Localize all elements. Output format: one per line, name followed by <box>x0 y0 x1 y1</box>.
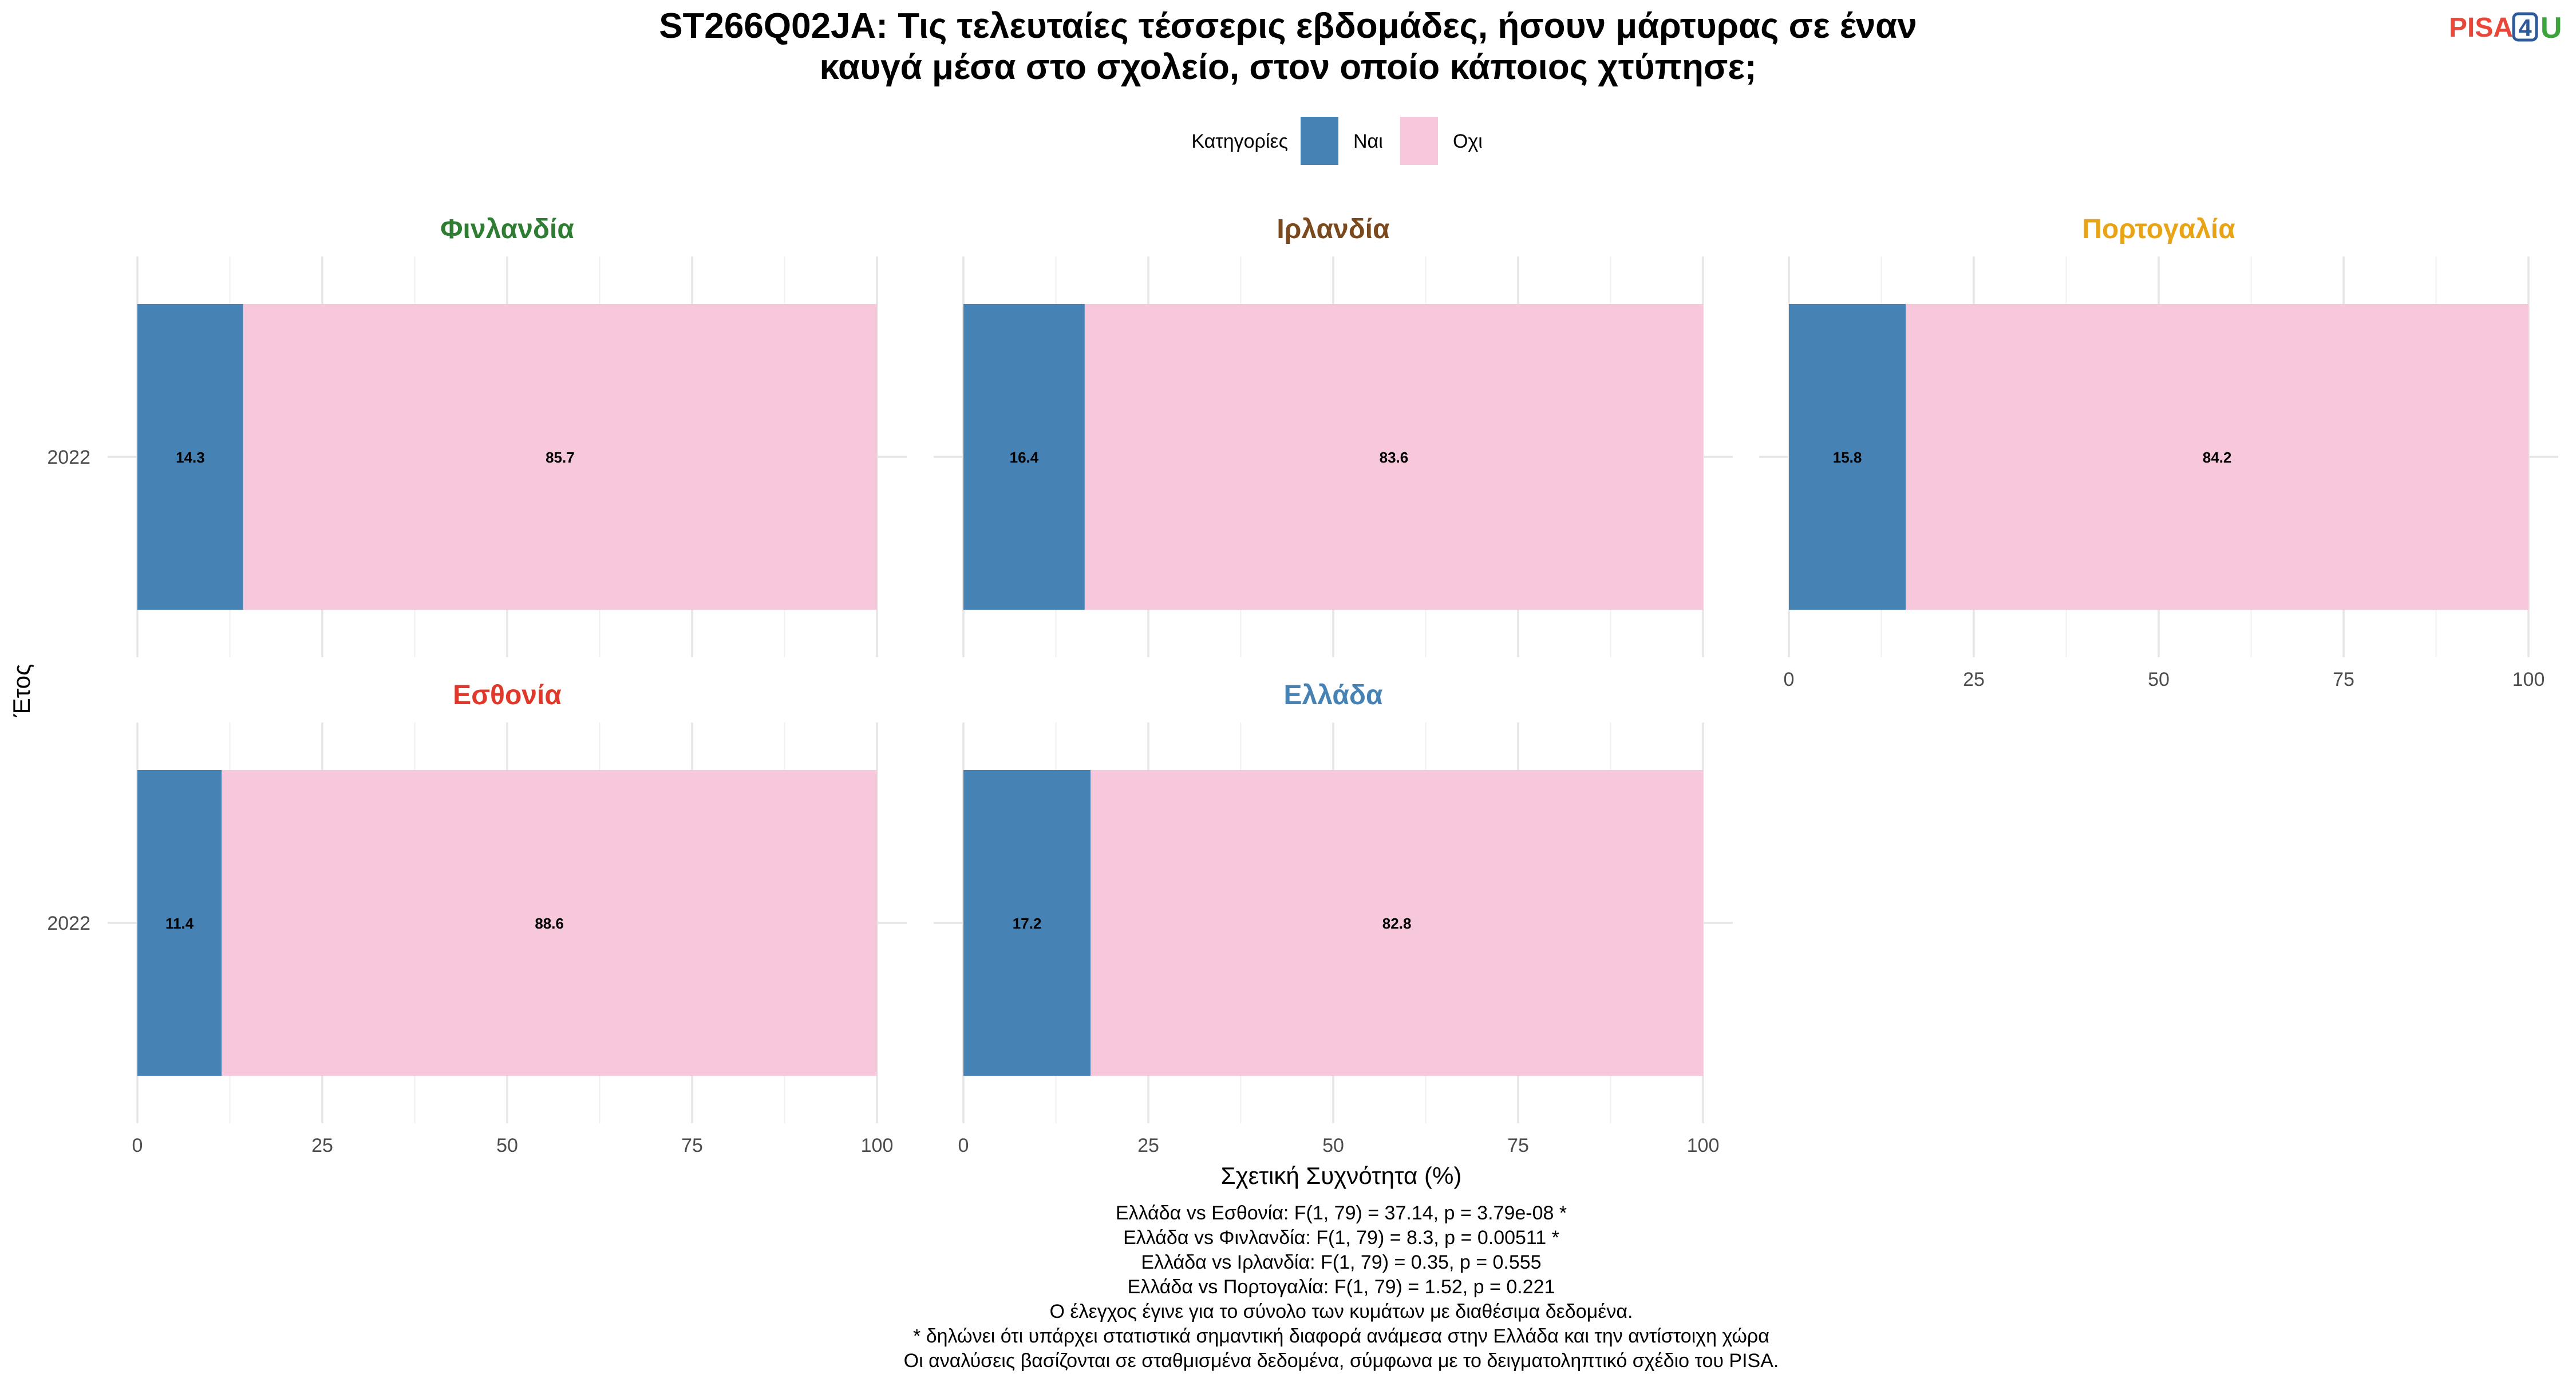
legend-title: Κατηγορίες <box>1191 131 1288 152</box>
legend-swatch <box>1400 117 1438 165</box>
bar-value-label: 84.2 <box>2203 449 2232 466</box>
y-tick-label: 2022 <box>47 447 90 468</box>
bar-segment <box>1906 303 2528 610</box>
y-axis-title: Έτος <box>8 664 35 718</box>
logo-text-4: 4 <box>2518 14 2532 41</box>
pisa4u-logo: PISA 4 U <box>2449 11 2562 45</box>
y-tick-label: 2022 <box>47 913 90 934</box>
facet-title: Ελλάδα <box>1284 680 1383 710</box>
caption-line: Ελλάδα vs Φινλανδία: F(1, 79) = 8.3, p =… <box>1123 1227 1559 1249</box>
bar-segment <box>222 769 878 1076</box>
caption-line: * δηλώνει ότι υπάρχει στατιστικά σημαντι… <box>913 1325 1769 1347</box>
bar-segment <box>1084 303 1703 610</box>
x-tick-label: 75 <box>2333 669 2354 690</box>
bar-value-label: 85.7 <box>546 449 575 466</box>
legend: Κατηγορίες Ναι Οχι <box>1191 117 1483 165</box>
x-tick-label: 50 <box>1322 1135 1344 1156</box>
x-tick-label: 0 <box>132 1135 143 1156</box>
bar-segment <box>1789 303 1906 610</box>
facet-panel: Εσθονία 11.4 88.6 2022 0 25 50 75 100 <box>47 680 907 1156</box>
bar-value-label: 17.2 <box>1013 915 1042 932</box>
legend-label: Ναι <box>1353 131 1383 152</box>
x-tick-label: 75 <box>1507 1135 1529 1156</box>
facet-title: Ιρλανδία <box>1277 214 1390 244</box>
bar-value-label: 15.8 <box>1833 449 1862 466</box>
bar-value-label: 82.8 <box>1382 915 1412 932</box>
axis-labels: Σχετική Συχνότητα (%) Έτος <box>8 664 1461 1189</box>
facet-title: Εσθονία <box>453 680 562 710</box>
bar-segment <box>1091 769 1703 1076</box>
facet-title: Πορτογαλία <box>2082 214 2235 244</box>
caption-line: Ελλάδα vs Πορτογαλία: F(1, 79) = 1.52, p… <box>1128 1276 1555 1298</box>
x-tick-label: 0 <box>958 1135 969 1156</box>
facet-panel: Φινλανδία 14.3 85.7 2022 <box>47 214 907 657</box>
bar-segment <box>963 303 1085 610</box>
x-tick-label: 25 <box>311 1135 333 1156</box>
chart-title-line: καυγά μέσα στο σχολείο, στον οποίο κάποι… <box>820 48 1757 87</box>
bar-value-label: 11.4 <box>165 915 194 932</box>
caption-line: Ελλάδα vs Ιρλανδία: F(1, 79) = 0.35, p =… <box>1141 1251 1541 1273</box>
logo-text-pisa: PISA <box>2449 13 2513 43</box>
bar-value-label: 88.6 <box>535 915 564 932</box>
logo-box-4 <box>2512 12 2538 42</box>
bar-segment <box>137 769 222 1076</box>
x-tick-label: 50 <box>2148 669 2170 690</box>
bar-value-label: 83.6 <box>1380 449 1409 466</box>
bar-segment <box>137 303 243 610</box>
facet-title: Φινλανδία <box>440 214 574 244</box>
bar-segment <box>963 769 1091 1076</box>
caption-line: Ο έλεγχος έγινε για το σύνολο των κυμάτω… <box>1050 1301 1633 1322</box>
facet-panel: Ιρλανδία 16.4 83.6 <box>934 214 1733 657</box>
caption-line: Οι αναλύσεις βασίζονται σε σταθμισμένα δ… <box>904 1350 1779 1372</box>
chart-title-line: ST266Q02JA: Τις τελευταίες τέσσερις εβδο… <box>659 6 1917 46</box>
legend-label: Οχι <box>1453 131 1483 152</box>
x-axis-title: Σχετική Συχνότητα (%) <box>1221 1162 1462 1189</box>
bar-segment <box>243 303 878 610</box>
facet-panel: Ελλάδα 17.2 82.8 0 25 50 75 100 <box>934 680 1733 1156</box>
bar-value-label: 14.3 <box>176 449 205 466</box>
x-tick-label: 50 <box>496 1135 518 1156</box>
facet-panels: Φινλανδία 14.3 85.7 2022 Ιρλανδία 16.4 83.6 Πορ… <box>47 214 2558 1156</box>
bar-value-label: 16.4 <box>1010 449 1039 466</box>
x-tick-label: 100 <box>861 1135 894 1156</box>
caption: Ελλάδα vs Εσθονία: F(1, 79) = 37.14, p =… <box>904 1202 1779 1372</box>
x-tick-label: 75 <box>681 1135 703 1156</box>
chart-title: ST266Q02JA: Τις τελευταίες τέσσερις εβδο… <box>659 6 1917 87</box>
caption-line: Ελλάδα vs Εσθονία: F(1, 79) = 37.14, p =… <box>1116 1202 1567 1224</box>
logo-text-u: U <box>2541 11 2562 45</box>
x-tick-label: 100 <box>2512 669 2545 690</box>
x-tick-label: 25 <box>1137 1135 1159 1156</box>
x-tick-label: 0 <box>1784 669 1795 690</box>
legend-swatch <box>1301 117 1338 165</box>
x-tick-label: 100 <box>1687 1135 1720 1156</box>
facet-panel: Πορτογαλία 15.8 84.2 0 25 50 75 100 <box>1759 214 2558 690</box>
x-tick-label: 25 <box>1963 669 1985 690</box>
